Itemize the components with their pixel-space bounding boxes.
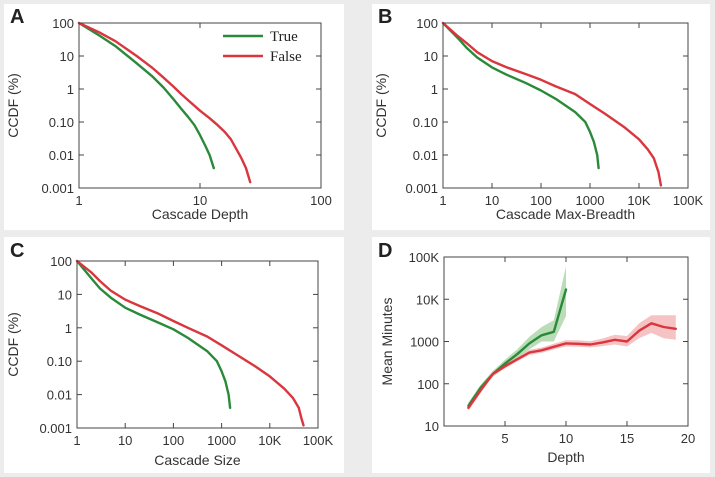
series-line-false <box>441 21 663 187</box>
y-tick-label: 10 <box>60 49 74 64</box>
y-tick-label: 0.01 <box>49 148 74 163</box>
y-tick-label: 1 <box>431 82 438 97</box>
x-tick-label: 1000 <box>207 433 236 448</box>
series-line-true <box>77 21 216 170</box>
y-tick-label: 0.001 <box>41 181 74 196</box>
series-line-true <box>441 21 600 170</box>
plot-frame <box>78 22 322 189</box>
panel-c <box>4 237 344 473</box>
chart-a: 1 10 100 0.001 0.01 0.10 1 10 100 Cascade Depth CC… <box>5 16 332 222</box>
series-line-false <box>467 322 677 409</box>
panel-label-a: A <box>10 6 25 28</box>
y-axis-label: CCDF (%) <box>5 312 21 377</box>
panel-a <box>4 4 344 230</box>
series-line-false <box>77 21 252 184</box>
y-tick-label: 1 <box>65 321 72 336</box>
y-tick-label: 10 <box>425 419 439 434</box>
y-tick-label: 100 <box>50 254 72 269</box>
confidence-band-false <box>468 315 676 411</box>
x-tick-label: 10 <box>118 433 132 448</box>
plot-frame <box>442 22 689 189</box>
chart-d: 5 10 15 20 10 100 1000 10K 100K Depth Mean Minutes <box>379 250 695 465</box>
y-tick-label: 0.10 <box>47 354 72 369</box>
panel-b <box>372 4 710 230</box>
y-tick-label: 0.001 <box>39 421 72 436</box>
x-tick-label: 10 <box>193 193 207 208</box>
x-tick-label: 15 <box>620 431 634 446</box>
y-axis-label: Mean Minutes <box>379 298 395 386</box>
y-axis-label: CCDF (%) <box>373 73 389 138</box>
x-tick-label: 10 <box>485 193 499 208</box>
y-tick-label: 0.01 <box>413 148 438 163</box>
y-tick-label: 0.10 <box>49 115 74 130</box>
y-tick-label: 10 <box>424 49 438 64</box>
x-tick-label: 1 <box>73 433 80 448</box>
panel-label-c: C <box>10 240 25 262</box>
y-tick-label: 1000 <box>410 335 439 350</box>
chart-c: 1 10 100 1000 10K 100K 0.001 0.01 0.10 1 10 100 Casc… <box>5 254 334 468</box>
y-tick-label: 1 <box>67 82 74 97</box>
x-tick-label: 10K <box>627 193 650 208</box>
y-tick-label: 100 <box>417 377 439 392</box>
x-tick-label: 1 <box>439 193 446 208</box>
legend-label-false: False <box>270 49 302 65</box>
panel-d <box>372 237 710 473</box>
chart-b: 1 10 100 1000 10K 100K0.0010.010.10110100Casc… <box>373 16 704 222</box>
x-tick-label: 100 <box>530 193 552 208</box>
panel-label-b: B <box>378 6 393 28</box>
legend-label-true: True <box>270 29 298 45</box>
y-tick-label: 0.10 <box>413 115 438 130</box>
x-tick-label: 100K <box>673 193 704 208</box>
y-tick-label: 0.01 <box>47 388 72 403</box>
x-axis-label: Cascade Size <box>154 452 241 468</box>
legend: True False <box>223 29 302 65</box>
x-axis-label: Cascade Depth <box>152 206 249 222</box>
y-tick-label: 100 <box>52 16 74 31</box>
series-line-true <box>75 259 232 410</box>
series-line-false <box>75 259 305 427</box>
x-tick-label: 100K <box>303 433 334 448</box>
y-tick-label: 10 <box>58 287 72 302</box>
panel-label-d: D <box>378 240 393 262</box>
y-tick-label: 0.001 <box>405 181 438 196</box>
x-tick-label: 10K <box>258 433 281 448</box>
x-tick-label: 100 <box>310 193 332 208</box>
x-tick-label: 1000 <box>576 193 605 208</box>
x-axis-label: Depth <box>547 449 584 465</box>
x-tick-label: 10 <box>559 431 573 446</box>
x-tick-label: 100 <box>163 433 185 448</box>
y-axis-label: CCDF (%) <box>5 73 21 138</box>
x-tick-label: 20 <box>681 431 695 446</box>
y-tick-label: 10K <box>416 292 439 307</box>
plot-frame <box>76 260 319 429</box>
y-tick-label: 100 <box>416 16 438 31</box>
x-tick-label: 5 <box>501 431 508 446</box>
x-tick-label: 1 <box>75 193 82 208</box>
x-axis-label: Cascade Max-Breadth <box>496 206 635 222</box>
y-tick-label: 100K <box>409 250 440 265</box>
